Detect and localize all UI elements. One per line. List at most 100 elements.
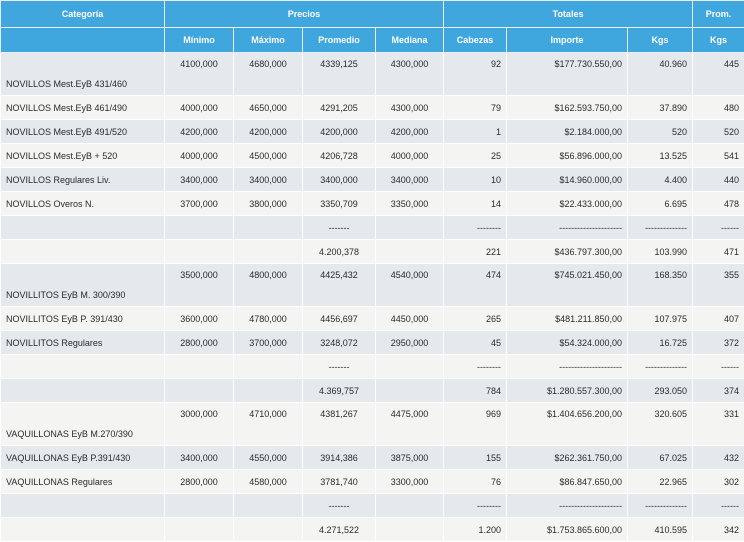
cell-maximo: 4550,000 bbox=[234, 446, 303, 470]
cell-importe: --------------------- bbox=[507, 216, 628, 240]
cell-cabezas: 45 bbox=[444, 331, 507, 355]
cell-importe: $54.324.000,00 bbox=[507, 331, 628, 355]
cell-importe: $177.730.550,00 bbox=[507, 53, 628, 96]
cell-categoria bbox=[1, 518, 165, 542]
cell-prom-kgs: 520 bbox=[693, 120, 744, 144]
cell-cabezas: 14 bbox=[444, 192, 507, 216]
cell-kgs: 37.890 bbox=[628, 96, 693, 120]
cell-prom-kgs: 480 bbox=[693, 96, 744, 120]
cell-maximo: 4710,000 bbox=[234, 403, 303, 446]
cell-maximo bbox=[234, 518, 303, 542]
cell-categoria: NOVILLOS Mest.EyB 431/460 bbox=[1, 53, 165, 96]
cell-minimo: 4200,000 bbox=[165, 120, 234, 144]
cell-maximo: 3800,000 bbox=[234, 192, 303, 216]
cell-prom-kgs: 541 bbox=[693, 144, 744, 168]
cell-prom-kgs: 432 bbox=[693, 446, 744, 470]
cell-cabezas: 76 bbox=[444, 470, 507, 494]
cell-promedio: 4200,000 bbox=[303, 120, 376, 144]
cell-promedio: 4339,125 bbox=[303, 53, 376, 96]
cell-minimo: 3700,000 bbox=[165, 192, 234, 216]
cell-maximo: 4800,000 bbox=[234, 264, 303, 307]
cell-prom-kgs: ------ bbox=[693, 355, 744, 379]
cell-kgs: -------------- bbox=[628, 355, 693, 379]
cell-promedio: 4291,205 bbox=[303, 96, 376, 120]
cell-maximo: 3400,000 bbox=[234, 168, 303, 192]
cell-promedio: 4.271,522 bbox=[303, 518, 376, 542]
cell-minimo: 3500,000 bbox=[165, 264, 234, 307]
cell-promedio: 4.200,378 bbox=[303, 240, 376, 264]
cell-maximo bbox=[234, 494, 303, 518]
cell-cabezas: 784 bbox=[444, 379, 507, 403]
header-minimo: Mínimo bbox=[165, 28, 234, 53]
cell-kgs: -------------- bbox=[628, 216, 693, 240]
cell-cabezas: 25 bbox=[444, 144, 507, 168]
cell-importe: --------------------- bbox=[507, 355, 628, 379]
cell-cabezas: 1 bbox=[444, 120, 507, 144]
cell-mediana: 3350,000 bbox=[376, 192, 444, 216]
cell-importe: $162.593.750,00 bbox=[507, 96, 628, 120]
cell-categoria: NOVILLOS Mest.EyB 461/490 bbox=[1, 96, 165, 120]
cell-promedio: 4206,728 bbox=[303, 144, 376, 168]
cell-minimo bbox=[165, 240, 234, 264]
cell-promedio: 3350,709 bbox=[303, 192, 376, 216]
cell-maximo bbox=[234, 240, 303, 264]
cell-importe: $745.021.450,00 bbox=[507, 264, 628, 307]
cell-cabezas: -------- bbox=[444, 494, 507, 518]
cell-categoria bbox=[1, 379, 165, 403]
cell-prom-kgs: 355 bbox=[693, 264, 744, 307]
cell-kgs: 410.595 bbox=[628, 518, 693, 542]
cell-cabezas: 1.200 bbox=[444, 518, 507, 542]
cell-mediana: 4300,000 bbox=[376, 53, 444, 96]
cell-minimo bbox=[165, 216, 234, 240]
cell-promedio: ------- bbox=[303, 494, 376, 518]
cell-cabezas: 10 bbox=[444, 168, 507, 192]
cell-minimo: 4000,000 bbox=[165, 144, 234, 168]
cell-importe: $1.280.557.300,00 bbox=[507, 379, 628, 403]
cell-categoria: NOVILLOS Overos N. bbox=[1, 192, 165, 216]
cell-cabezas: 221 bbox=[444, 240, 507, 264]
header-importe: Importe bbox=[507, 28, 628, 53]
cell-maximo: 3700,000 bbox=[234, 331, 303, 355]
cell-categoria bbox=[1, 355, 165, 379]
cell-maximo bbox=[234, 379, 303, 403]
cell-mediana: 3300,000 bbox=[376, 470, 444, 494]
cell-prom-kgs: 440 bbox=[693, 168, 744, 192]
cell-mediana: 4450,000 bbox=[376, 307, 444, 331]
cell-maximo: 4580,000 bbox=[234, 470, 303, 494]
cell-categoria: NOVILLITOS EyB P. 391/430 bbox=[1, 307, 165, 331]
cell-minimo: 4100,000 bbox=[165, 53, 234, 96]
cell-importe: $436.797.300,00 bbox=[507, 240, 628, 264]
cell-maximo: 4680,000 bbox=[234, 53, 303, 96]
cell-minimo: 3000,000 bbox=[165, 403, 234, 446]
cell-minimo: 2800,000 bbox=[165, 470, 234, 494]
cell-kgs: 40.960 bbox=[628, 53, 693, 96]
cell-promedio: 4.369,757 bbox=[303, 379, 376, 403]
cell-cabezas: 155 bbox=[444, 446, 507, 470]
cell-minimo bbox=[165, 355, 234, 379]
cell-kgs: 293.050 bbox=[628, 379, 693, 403]
cell-categoria: NOVILLITOS Regulares bbox=[1, 331, 165, 355]
header-categoria: Categoría bbox=[1, 1, 165, 28]
header-precios: Precios bbox=[165, 1, 444, 28]
header-cabezas: Cabezas bbox=[444, 28, 507, 53]
cell-prom-kgs: 302 bbox=[693, 470, 744, 494]
header-maximo: Máximo bbox=[234, 28, 303, 53]
separator-row: ----------------------------------------… bbox=[1, 355, 744, 379]
cell-mediana bbox=[376, 494, 444, 518]
cell-kgs: 6.695 bbox=[628, 192, 693, 216]
header-prom-kgs: Kgs bbox=[693, 28, 744, 53]
header-totales: Totales bbox=[444, 1, 693, 28]
cell-cabezas: 969 bbox=[444, 403, 507, 446]
cell-prom-kgs: ------ bbox=[693, 494, 744, 518]
cell-prom-kgs: 331 bbox=[693, 403, 744, 446]
cell-maximo bbox=[234, 355, 303, 379]
cell-minimo bbox=[165, 494, 234, 518]
